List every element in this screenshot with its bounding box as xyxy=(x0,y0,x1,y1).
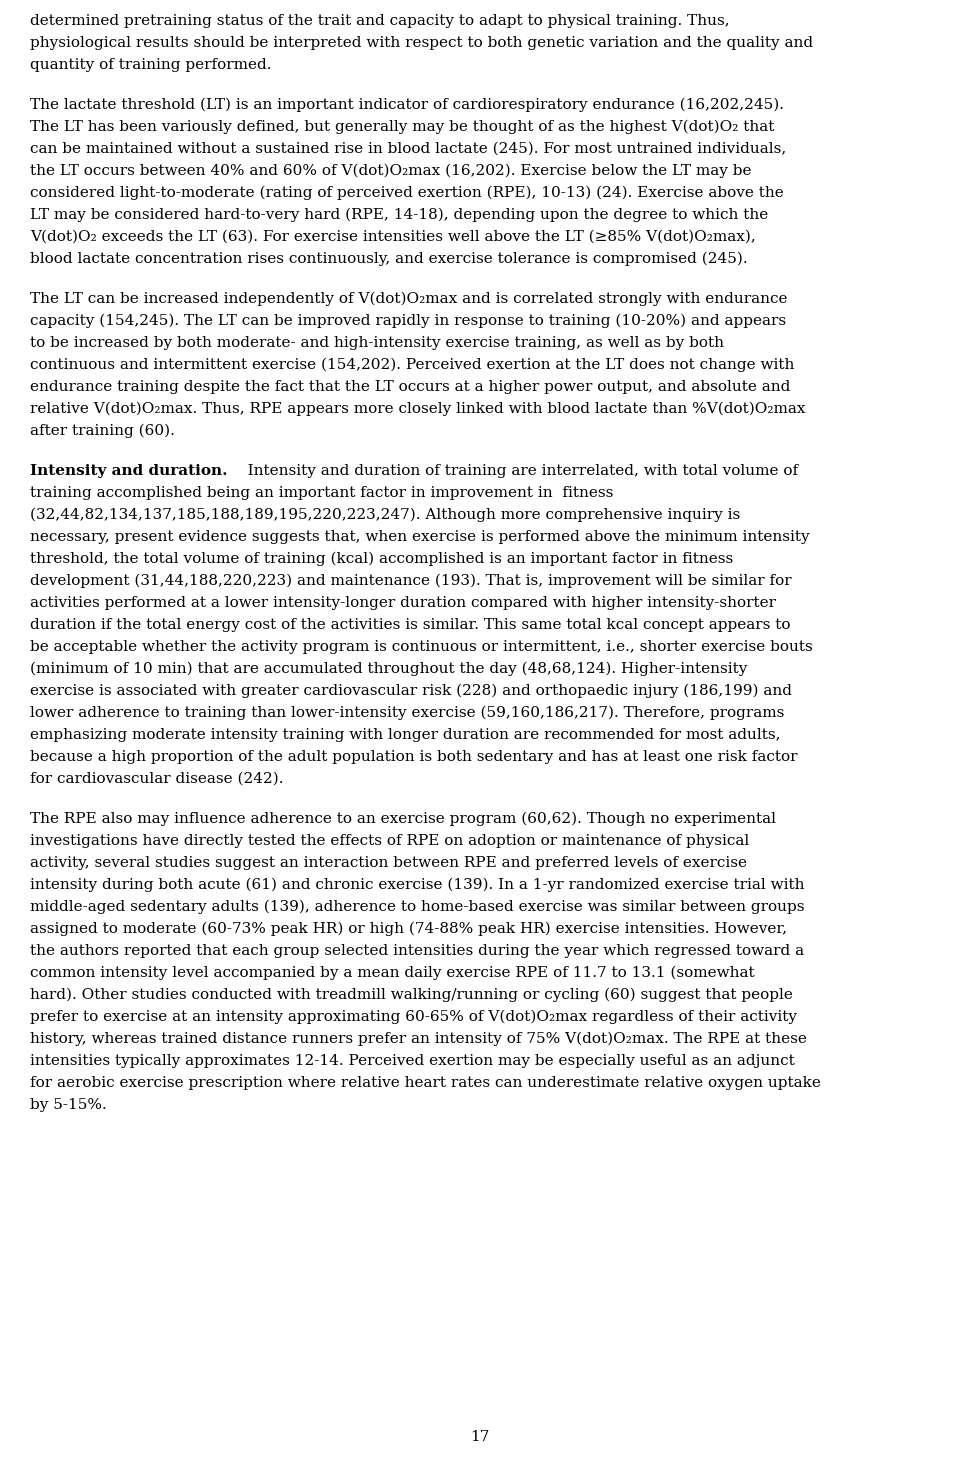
Text: for aerobic exercise prescription where relative heart rates can underestimate r: for aerobic exercise prescription where … xyxy=(30,1075,821,1090)
Text: activities performed at a lower intensity-longer duration compared with higher i: activities performed at a lower intensit… xyxy=(30,596,776,611)
Text: for cardiovascular disease (242).: for cardiovascular disease (242). xyxy=(30,771,283,786)
Text: hard). Other studies conducted with treadmill walking/running or cycling (60) su: hard). Other studies conducted with trea… xyxy=(30,988,793,1002)
Text: by 5-15%.: by 5-15%. xyxy=(30,1099,107,1112)
Text: development (31,44,188,220,223) and maintenance (193). That is, improvement will: development (31,44,188,220,223) and main… xyxy=(30,574,792,589)
Text: because a high proportion of the adult population is both sedentary and has at l: because a high proportion of the adult p… xyxy=(30,749,798,764)
Text: (32,44,82,134,137,185,188,189,195,220,223,247). Although more comprehensive inqu: (32,44,82,134,137,185,188,189,195,220,22… xyxy=(30,508,740,523)
Text: emphasizing moderate intensity training with longer duration are recommended for: emphasizing moderate intensity training … xyxy=(30,728,780,742)
Text: relative V(dot)O₂max. Thus, RPE appears more closely linked with blood lactate t: relative V(dot)O₂max. Thus, RPE appears … xyxy=(30,402,805,416)
Text: common intensity level accompanied by a mean daily exercise RPE of 11.7 to 13.1 : common intensity level accompanied by a … xyxy=(30,966,755,980)
Text: The LT can be increased independently of V(dot)O₂max and is correlated strongly : The LT can be increased independently of… xyxy=(30,292,787,307)
Text: blood lactate concentration rises continuously, and exercise tolerance is compro: blood lactate concentration rises contin… xyxy=(30,251,748,266)
Text: activity, several studies suggest an interaction between RPE and preferred level: activity, several studies suggest an int… xyxy=(30,856,747,869)
Text: intensity during both acute (61) and chronic exercise (139). In a 1-yr randomize: intensity during both acute (61) and chr… xyxy=(30,878,804,893)
Text: be acceptable whether the activity program is continuous or intermittent, i.e., : be acceptable whether the activity progr… xyxy=(30,640,813,655)
Text: assigned to moderate (60-73% peak HR) or high (74-88% peak HR) exercise intensit: assigned to moderate (60-73% peak HR) or… xyxy=(30,922,787,937)
Text: to be increased by both moderate- and high‑intensity exercise training, as well : to be increased by both moderate- and hi… xyxy=(30,336,724,351)
Text: duration if the total energy cost of the activities is similar. This same total : duration if the total energy cost of the… xyxy=(30,618,790,633)
Text: training accomplished being an important factor in improvement in  fitness: training accomplished being an important… xyxy=(30,487,613,500)
Text: endurance training despite the fact that the LT occurs at a higher power output,: endurance training despite the fact that… xyxy=(30,380,790,394)
Text: Intensity and duration.: Intensity and duration. xyxy=(30,465,228,478)
Text: quantity of training performed.: quantity of training performed. xyxy=(30,58,272,72)
Text: prefer to exercise at an intensity approximating 60-65% of V(dot)O₂max regardles: prefer to exercise at an intensity appro… xyxy=(30,1010,797,1024)
Text: necessary, present evidence suggests that, when exercise is performed above the : necessary, present evidence suggests tha… xyxy=(30,530,809,543)
Text: considered light-to‑moderate (rating of perceived exertion (RPE), 10‑13) (24). E: considered light-to‑moderate (rating of … xyxy=(30,186,783,200)
Text: 17: 17 xyxy=(470,1430,490,1443)
Text: history, whereas trained distance runners prefer an intensity of 75% V(dot)O₂max: history, whereas trained distance runner… xyxy=(30,1031,806,1046)
Text: can be maintained without a sustained rise in blood lactate (245). For most untr: can be maintained without a sustained ri… xyxy=(30,142,786,156)
Text: intensities typically approximates 12-14. Perceived exertion may be especially u: intensities typically approximates 12-14… xyxy=(30,1053,795,1068)
Text: investigations have directly tested the effects of RPE on adoption or maintenanc: investigations have directly tested the … xyxy=(30,834,749,847)
Text: the LT occurs between 40% and 60% of V(dot)O₂max (16,202). Exercise below the LT: the LT occurs between 40% and 60% of V(d… xyxy=(30,164,752,178)
Text: The lactate threshold (LT) is an important indicator of cardiorespiratory endura: The lactate threshold (LT) is an importa… xyxy=(30,98,784,112)
Text: after training (60).: after training (60). xyxy=(30,424,175,438)
Text: The RPE also may influence adherence to an exercise program (60,62). Though no e: The RPE also may influence adherence to … xyxy=(30,812,776,827)
Text: capacity (154,245). The LT can be improved rapidly in response to training (10-2: capacity (154,245). The LT can be improv… xyxy=(30,314,786,329)
Text: lower adherence to training than lower-intensity exercise (59,160,186,217). Ther: lower adherence to training than lower-i… xyxy=(30,706,784,720)
Text: exercise is associated with greater cardiovascular risk (228) and orthopaedic in: exercise is associated with greater card… xyxy=(30,684,792,698)
Text: (minimum of 10 min) that are accumulated throughout the day (48,68,124). Higher-: (minimum of 10 min) that are accumulated… xyxy=(30,662,748,676)
Text: V(dot)O₂ exceeds the LT (63). For exercise intensities well above the LT (≥85% V: V(dot)O₂ exceeds the LT (63). For exerci… xyxy=(30,229,756,244)
Text: Intensity and duration of training are interrelated, with total volume of: Intensity and duration of training are i… xyxy=(233,465,798,478)
Text: The LT has been variously defined, but generally may be thought of as the highes: The LT has been variously defined, but g… xyxy=(30,120,775,134)
Text: physiological results should be interpreted with respect to both genetic variati: physiological results should be interpre… xyxy=(30,37,813,50)
Text: determined pretraining status of the trait and capacity to adapt to physical tra: determined pretraining status of the tra… xyxy=(30,15,730,28)
Text: continuous and intermittent exercise (154,202). Perceived exertion at the LT doe: continuous and intermittent exercise (15… xyxy=(30,358,794,373)
Text: threshold, the total volume of training (kcal) accomplished is an important fact: threshold, the total volume of training … xyxy=(30,552,733,567)
Text: middle-aged sedentary adults (139), adherence to home-based exercise was similar: middle-aged sedentary adults (139), adhe… xyxy=(30,900,804,915)
Text: the authors reported that each group selected intensities during the year which : the authors reported that each group sel… xyxy=(30,944,804,958)
Text: LT may be considered hard-to-very hard (RPE, 14-18), depending upon the degree t: LT may be considered hard-to-very hard (… xyxy=(30,207,768,222)
